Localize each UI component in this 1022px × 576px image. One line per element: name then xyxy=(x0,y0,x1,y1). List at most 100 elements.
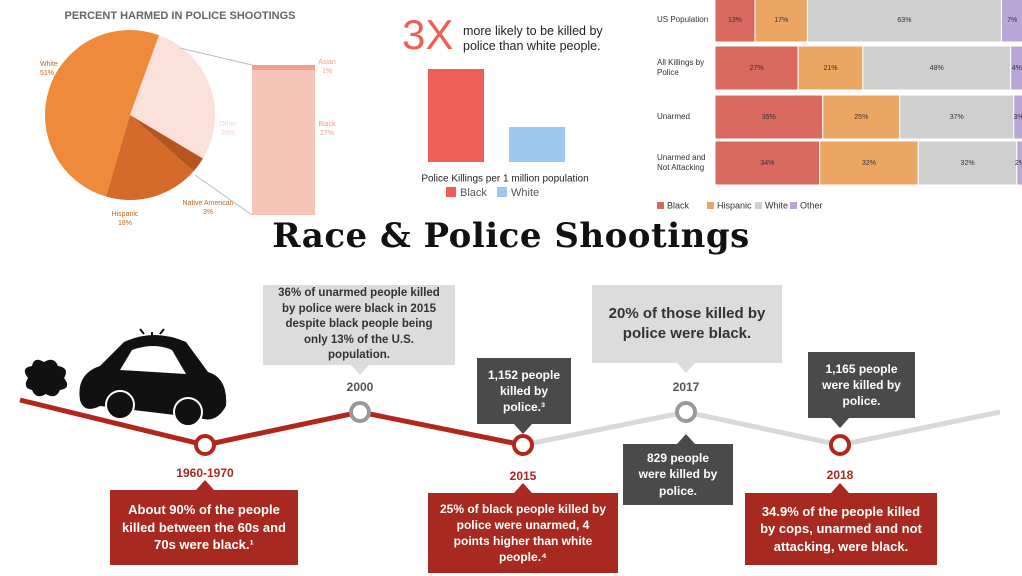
legend-swatch xyxy=(755,202,762,209)
segment-label: 37% xyxy=(950,114,964,121)
row-label: US Population xyxy=(657,14,709,24)
bar-segment xyxy=(806,0,1002,43)
car-icon xyxy=(24,328,227,427)
slice-value: 28% xyxy=(221,130,235,137)
slice-value: 51% xyxy=(40,70,54,77)
callout-pointer xyxy=(351,365,369,375)
row-label: All Killings by Police xyxy=(657,57,705,77)
segment-label: 27% xyxy=(750,65,764,72)
slice-value: 3% xyxy=(203,209,213,216)
breakdown-value: 27% xyxy=(320,130,334,137)
pie-slice xyxy=(130,35,215,159)
legend-swatch xyxy=(446,187,456,197)
year-label: 1960-1970 xyxy=(176,466,234,480)
segment-label: 4% xyxy=(1012,65,1022,72)
segment-label: 32% xyxy=(961,160,975,167)
breakdown-label: Black xyxy=(318,121,336,128)
timeline-line xyxy=(19,397,524,448)
callout-pointer xyxy=(196,480,214,490)
bar-segment xyxy=(714,140,821,186)
breakdown-bar xyxy=(252,70,315,215)
slice-label: Other xyxy=(219,121,237,128)
breakdown-label: Asian xyxy=(318,59,336,66)
callout-pointer xyxy=(831,418,849,428)
year-label: 2018 xyxy=(827,468,854,482)
segment-label: 34% xyxy=(760,160,774,167)
segment-label: 32% xyxy=(862,160,876,167)
legend-label: Black xyxy=(460,187,487,199)
timeline-node xyxy=(194,434,216,456)
callout: About 90% of the people killed between t… xyxy=(110,490,298,565)
bar-segment xyxy=(862,45,1012,91)
legend-label: Hispanic xyxy=(717,200,752,210)
callout-pointer xyxy=(677,434,695,444)
bar xyxy=(428,69,484,162)
bar-segment xyxy=(714,94,824,140)
bar-segment xyxy=(754,0,808,43)
splat xyxy=(24,359,68,397)
bar-segment xyxy=(1016,140,1022,186)
pie-slice xyxy=(106,115,194,200)
callout: 1,165 people were killed by police. xyxy=(808,352,915,418)
callout-pointer xyxy=(677,363,695,373)
headline: 3X xyxy=(402,11,453,58)
bar-segment xyxy=(1000,0,1022,43)
car-window xyxy=(120,346,186,374)
bar-segment xyxy=(714,45,799,91)
legend-swatch xyxy=(657,202,664,209)
segment-label: 25% xyxy=(854,114,868,121)
callout-pointer xyxy=(831,483,849,493)
year-label: 2000 xyxy=(347,380,374,394)
bar-segment xyxy=(819,140,919,186)
legend-label: Other xyxy=(800,200,823,210)
legend-swatch xyxy=(707,202,714,209)
bar-segment xyxy=(822,94,901,140)
row-label: Unarmed and Not Attacking xyxy=(657,152,706,172)
wheel xyxy=(105,390,135,420)
segment-label: 13% xyxy=(728,17,742,24)
legend-label: White xyxy=(765,200,788,210)
pie-slice xyxy=(130,115,204,172)
segment-label: 2% xyxy=(1015,160,1022,167)
timeline-node xyxy=(675,401,697,423)
row-label: Unarmed xyxy=(657,111,690,121)
subtitle: more likely to be killed by police than … xyxy=(463,24,603,53)
slice-label: Hispanic xyxy=(112,211,139,218)
year-label: 2017 xyxy=(673,380,700,394)
callout: 36% of unarmed people killed by police w… xyxy=(263,285,455,365)
timeline-node xyxy=(349,401,371,423)
segment-label: 63% xyxy=(897,17,911,24)
connector xyxy=(179,47,253,66)
slice-label: White xyxy=(40,61,58,68)
main-title: Race & Police Shootings xyxy=(272,216,750,256)
segment-label: 21% xyxy=(823,65,837,72)
segment-label: 7% xyxy=(1007,17,1017,24)
segment-label: 35% xyxy=(762,114,776,121)
timeline-node xyxy=(512,434,534,456)
siren xyxy=(139,328,165,340)
slice-value: 18% xyxy=(118,220,132,227)
year-label: 2015 xyxy=(510,469,537,483)
callout-pointer xyxy=(514,483,532,493)
breakdown-value: 1% xyxy=(322,68,332,75)
bar xyxy=(509,127,565,162)
bar-segment xyxy=(797,45,864,91)
legend-label: Black xyxy=(667,200,690,210)
breakdown-bar xyxy=(252,65,315,71)
segment-label: 17% xyxy=(774,17,788,24)
callout: 829 people were killed by police. xyxy=(623,444,733,505)
bar-segment xyxy=(1010,45,1022,91)
segment-label: 48% xyxy=(930,65,944,72)
x-axis-label: Police Killings per 1 million population xyxy=(421,174,588,185)
legend-swatch xyxy=(497,187,507,197)
chart-title: PERCENT HARMED IN POLICE SHOOTINGS xyxy=(64,10,295,22)
bar-segment xyxy=(1013,94,1022,140)
callout: 34.9% of the people killed by cops, unar… xyxy=(745,493,937,565)
segment-label: 3% xyxy=(1013,114,1022,121)
timeline-line xyxy=(522,409,1001,448)
legend-swatch xyxy=(790,202,797,209)
pie-slice xyxy=(44,29,160,197)
connector xyxy=(194,174,253,216)
